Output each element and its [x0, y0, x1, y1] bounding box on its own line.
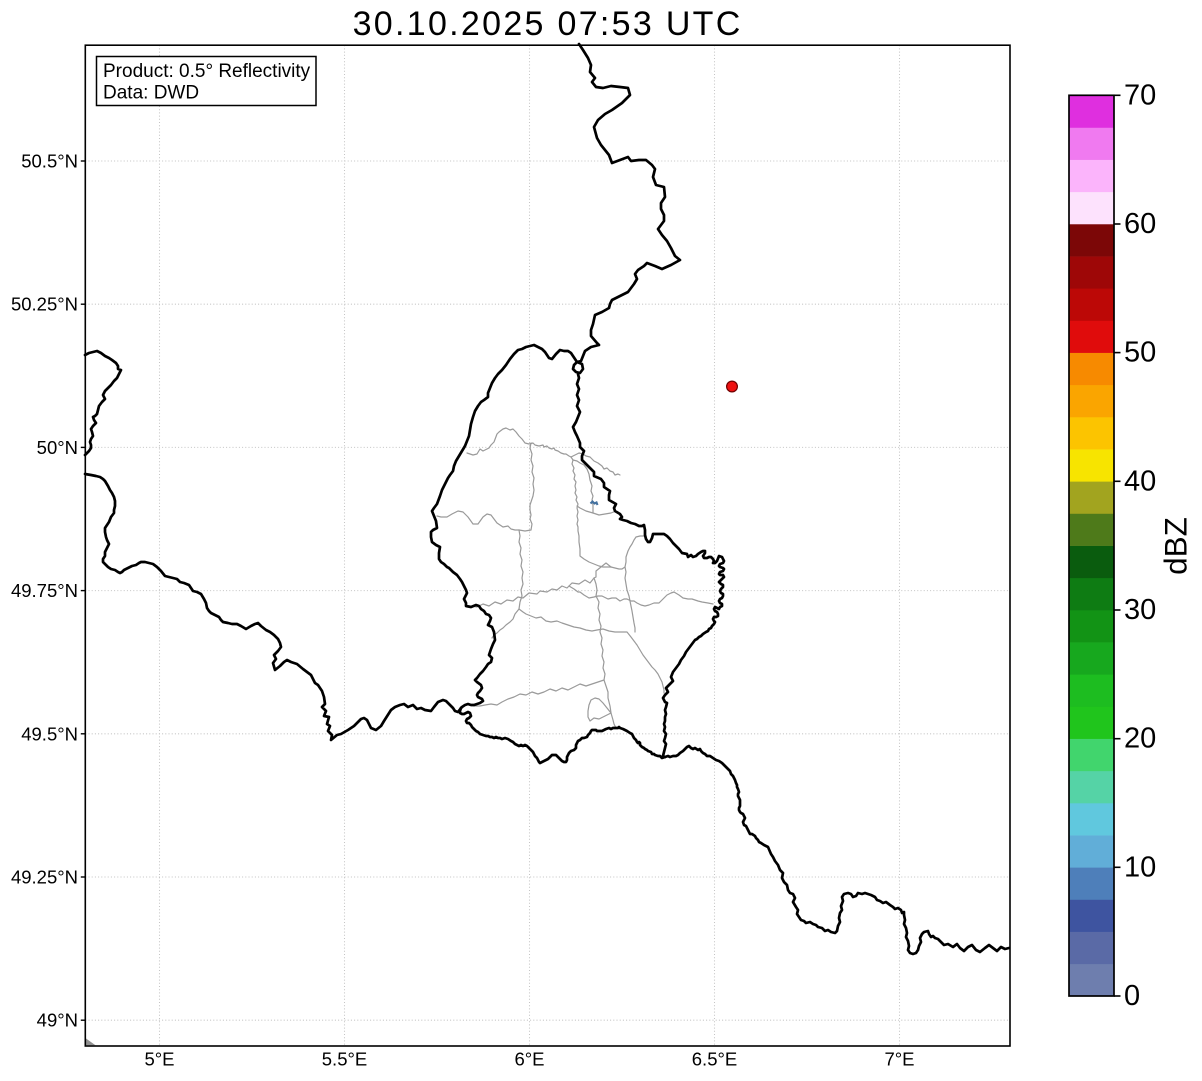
svg-text:Data: DWD: Data: DWD: [103, 83, 199, 104]
svg-text:0: 0: [1124, 980, 1140, 1012]
svg-text:50.25°N: 50.25°N: [11, 294, 78, 315]
svg-text:7°E: 7°E: [884, 1049, 914, 1070]
svg-text:6°E: 6°E: [514, 1049, 544, 1070]
svg-text:40: 40: [1124, 465, 1156, 497]
svg-text:10: 10: [1124, 851, 1156, 883]
svg-text:49.25°N: 49.25°N: [11, 867, 78, 888]
svg-text:30.10.2025 07:53 UTC: 30.10.2025 07:53 UTC: [353, 5, 743, 43]
svg-text:50.5°N: 50.5°N: [21, 151, 78, 172]
svg-text:49.5°N: 49.5°N: [21, 723, 78, 744]
svg-text:5.5°E: 5.5°E: [322, 1049, 367, 1070]
svg-text:20: 20: [1124, 723, 1156, 755]
svg-text:5°E: 5°E: [144, 1049, 174, 1070]
svg-text:70: 70: [1124, 79, 1156, 111]
svg-text:dBZ: dBZ: [1158, 517, 1194, 575]
svg-text:6.5°E: 6.5°E: [692, 1049, 737, 1070]
svg-text:Product: 0.5° Reflectivity: Product: 0.5° Reflectivity: [103, 61, 311, 82]
svg-text:49.75°N: 49.75°N: [11, 580, 78, 601]
svg-text:50: 50: [1124, 337, 1156, 369]
svg-text:49°N: 49°N: [37, 1010, 78, 1031]
svg-text:60: 60: [1124, 208, 1156, 240]
svg-text:30: 30: [1124, 594, 1156, 626]
svg-text:50°N: 50°N: [37, 437, 78, 458]
